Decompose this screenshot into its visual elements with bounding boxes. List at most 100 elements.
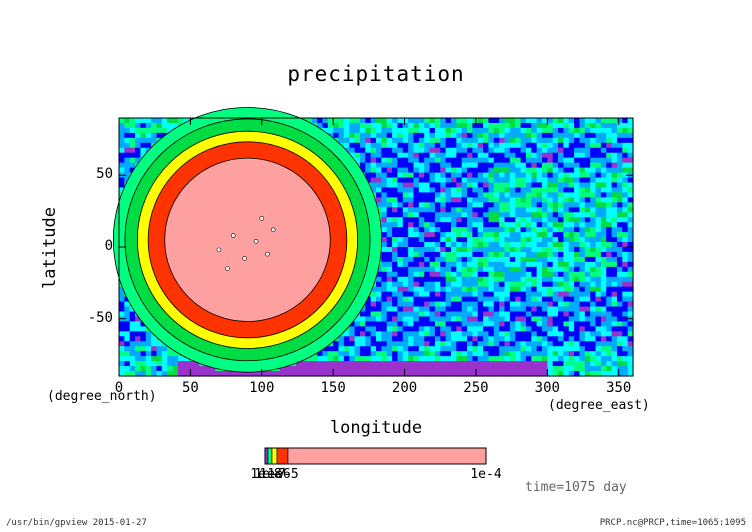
heatmap-cell <box>595 371 602 377</box>
heatmap-cell <box>525 306 532 313</box>
heatmap-cell <box>349 366 356 372</box>
heatmap-cell <box>616 341 623 347</box>
heatmap-cell <box>402 122 409 129</box>
heatmap-cell <box>520 261 527 268</box>
heatmap-cell <box>124 316 131 323</box>
heatmap-cell <box>525 361 532 367</box>
heatmap-cell <box>606 127 613 134</box>
heatmap-cell <box>499 202 506 208</box>
heatmap-cell <box>376 152 382 159</box>
heatmap-cell <box>349 356 356 362</box>
heatmap-cell <box>370 306 377 313</box>
heatmap-cell <box>119 118 125 124</box>
heatmap-cell <box>606 271 613 278</box>
heatmap-cell <box>595 167 602 174</box>
heatmap-cell <box>584 266 591 273</box>
heatmap-cell <box>536 237 543 243</box>
heatmap-cell <box>584 237 591 243</box>
heatmap-cell <box>483 167 490 174</box>
heatmap-cell <box>161 118 168 124</box>
heatmap-cell <box>499 118 506 124</box>
heatmap-cell <box>376 301 382 308</box>
heatmap-cell <box>359 152 366 159</box>
heatmap-cell <box>424 152 431 159</box>
heatmap-cell <box>579 232 586 238</box>
heatmap-cell <box>563 336 570 342</box>
heatmap-cell <box>595 291 602 298</box>
heatmap-cell <box>290 371 297 377</box>
heatmap-cell <box>408 212 415 218</box>
heatmap-cell <box>418 346 425 352</box>
heatmap-cell <box>461 296 468 303</box>
heatmap-cell <box>606 207 613 213</box>
heatmap-cell <box>467 207 473 213</box>
heatmap-cell <box>359 346 366 352</box>
heatmap-cell <box>627 271 634 278</box>
heatmap-cell <box>418 152 425 159</box>
heatmap-cell <box>483 197 490 203</box>
heatmap-cell <box>349 152 356 159</box>
heatmap-cell <box>547 286 554 293</box>
heatmap-cell <box>135 336 142 342</box>
heatmap-cell <box>183 366 190 372</box>
heatmap-cell <box>440 222 447 228</box>
heatmap-cell <box>536 137 543 144</box>
heatmap-cell <box>563 197 570 203</box>
heatmap-cell <box>563 316 570 323</box>
heatmap-cell <box>590 147 597 154</box>
heatmap-cell <box>440 326 447 332</box>
heatmap-cell <box>477 311 484 318</box>
heatmap-cell <box>450 356 457 362</box>
heatmap-cell <box>365 336 372 342</box>
heatmap-cell <box>600 271 607 278</box>
heatmap-cell <box>354 132 361 139</box>
heatmap-cell <box>547 301 554 308</box>
heatmap-cell <box>381 286 388 293</box>
heatmap-cell <box>386 351 393 357</box>
heatmap-cell <box>541 331 548 337</box>
heatmap-cell <box>408 197 415 203</box>
heatmap-cell <box>584 242 591 248</box>
heatmap-cell <box>493 157 500 164</box>
heatmap-cell <box>450 276 457 283</box>
heatmap-cell <box>488 118 495 124</box>
heatmap-cell <box>386 137 393 144</box>
heatmap-cell <box>552 187 559 194</box>
heatmap-cell <box>408 157 415 164</box>
heatmap-cell <box>627 336 634 342</box>
heatmap-cell <box>558 247 564 253</box>
heatmap-cell <box>558 162 564 169</box>
heatmap-cell <box>563 301 570 308</box>
heatmap-cell <box>381 351 388 357</box>
heatmap-cell <box>493 237 500 243</box>
heatmap-cell <box>483 301 490 308</box>
heatmap-cell <box>402 266 409 273</box>
heatmap-cell <box>467 336 473 342</box>
heatmap-cell <box>616 197 623 203</box>
heatmap-cell <box>450 336 457 342</box>
heatmap-cell <box>590 351 597 357</box>
heatmap-cell <box>568 366 575 372</box>
heatmap-cell <box>563 341 570 347</box>
heatmap-cell <box>541 167 548 174</box>
heatmap-cell <box>483 286 490 293</box>
heatmap-cell <box>547 261 554 268</box>
heatmap-cell <box>424 192 431 198</box>
heatmap-cell <box>365 326 372 332</box>
heatmap-cell <box>525 142 532 149</box>
heatmap-cell <box>531 237 538 243</box>
heatmap-cell <box>145 361 152 367</box>
heatmap-cell <box>558 172 564 179</box>
heatmap-cell <box>584 132 591 139</box>
heatmap-cell <box>515 172 522 179</box>
heatmap-cell <box>376 311 382 318</box>
heatmap-cell <box>536 276 543 283</box>
heatmap-cell <box>434 162 441 169</box>
heatmap-cell <box>365 167 372 174</box>
heatmap-cell <box>622 207 629 213</box>
heatmap-cell <box>349 371 356 377</box>
heatmap-cell <box>129 341 136 347</box>
heatmap-cell <box>418 232 425 238</box>
heatmap-cell <box>525 256 532 263</box>
heatmap-cell <box>386 247 393 253</box>
